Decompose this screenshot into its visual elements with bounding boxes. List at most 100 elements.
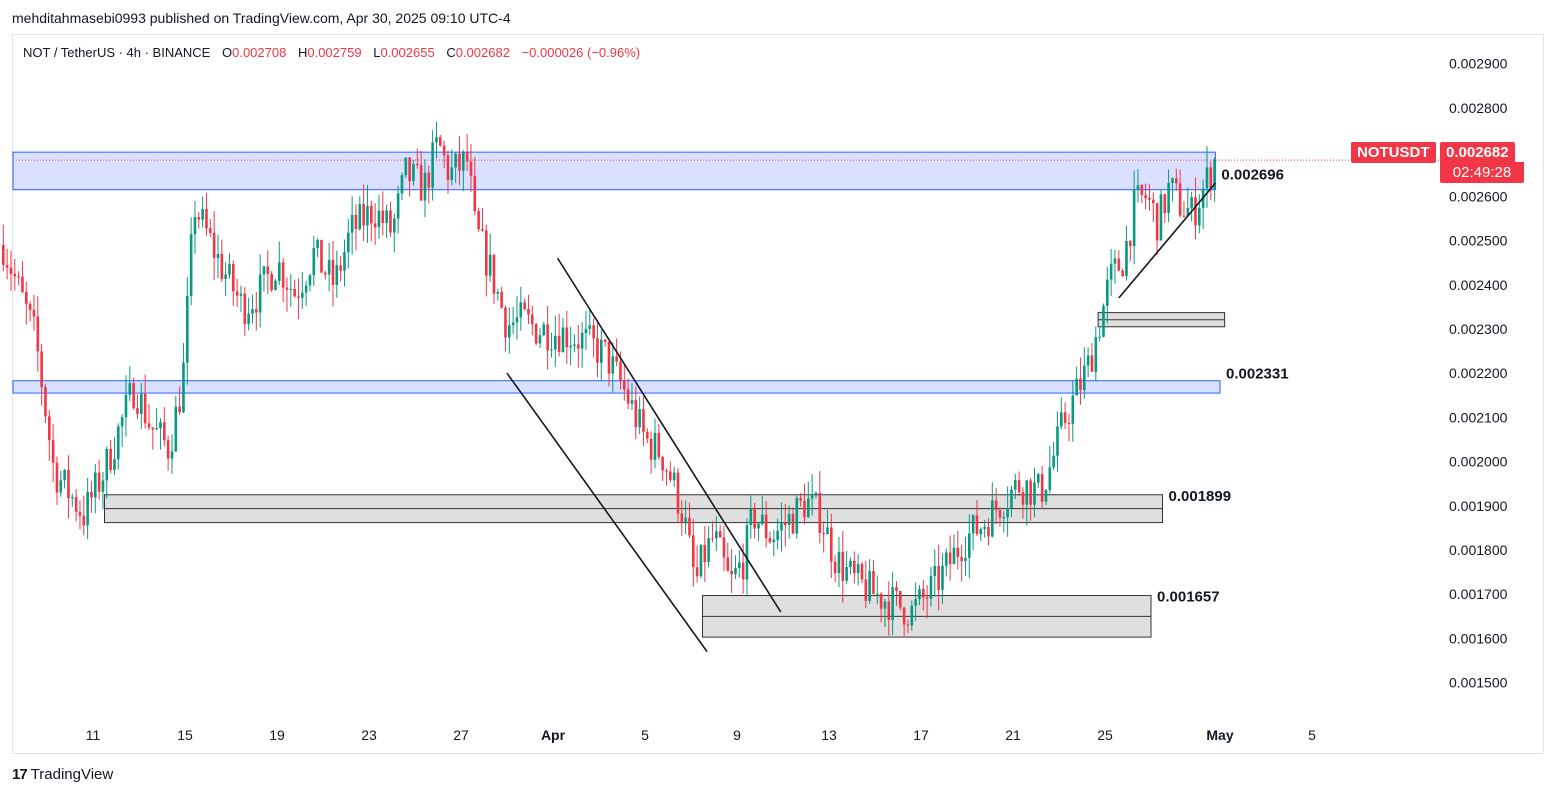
x-tick-label: 15 (177, 727, 193, 743)
candle-down (293, 288, 296, 297)
x-tick-label: May (1206, 727, 1233, 743)
candle-countdown: 02:49:28 (1440, 162, 1524, 183)
candle-down (864, 579, 868, 601)
candle-down (1148, 198, 1151, 200)
candle-down (726, 557, 730, 571)
candle-down (465, 152, 469, 162)
candle-down (818, 492, 822, 533)
candle-up (113, 459, 116, 471)
candle-up (155, 428, 158, 430)
candle-up (301, 292, 304, 298)
candle-up (734, 567, 737, 575)
candle-up (684, 517, 687, 524)
candle-down (55, 462, 59, 493)
candle-up (1198, 207, 1201, 226)
candle-down (485, 230, 488, 276)
candle-up (910, 605, 914, 626)
candle-down (872, 571, 875, 595)
candle-down (458, 153, 461, 171)
candle-down (565, 327, 569, 348)
candle-down (603, 339, 607, 342)
candle-down (354, 214, 358, 230)
candle-down (481, 229, 484, 231)
candle-down (235, 291, 239, 296)
candle-down (615, 356, 618, 362)
candle-down (1067, 422, 1071, 424)
candle-down (730, 570, 733, 575)
candle-up (952, 547, 956, 565)
candle-down (477, 211, 480, 230)
candle-up (991, 500, 994, 537)
candle-up (941, 565, 944, 590)
candle-up (653, 432, 657, 460)
candle-down (987, 526, 990, 537)
candle-down (895, 587, 898, 591)
candle-down (9, 267, 13, 274)
candle-up (787, 513, 791, 525)
candle-up (856, 564, 860, 574)
zone-level-label: 0.002696 (1221, 167, 1284, 184)
high-value: 0.002759 (307, 45, 362, 60)
candle-down (32, 310, 36, 317)
candle-up (845, 567, 848, 581)
candle-down (657, 432, 661, 457)
candle-down (178, 406, 181, 413)
candle-down (285, 287, 289, 290)
candle-up (312, 247, 316, 276)
candle-down (741, 562, 745, 580)
candle-down (531, 314, 534, 325)
trend-line (1118, 182, 1217, 299)
candle-up (638, 409, 641, 428)
candle-up (749, 508, 753, 526)
candle-down (469, 161, 473, 176)
candle-up (1106, 279, 1109, 306)
candle-down (166, 440, 170, 459)
candle-down (661, 456, 664, 471)
candle-up (86, 492, 89, 526)
candle-down (642, 409, 645, 432)
candle-down (994, 500, 998, 511)
candle-down (255, 309, 258, 313)
candle-down (74, 497, 78, 512)
candle-up (1109, 263, 1113, 280)
candle-down (680, 513, 684, 524)
x-tick-label: 5 (1308, 727, 1316, 743)
candle-down (592, 325, 595, 339)
candle-down (1182, 215, 1186, 217)
candle-up (933, 565, 937, 576)
candle-down (711, 538, 714, 540)
candle-down (439, 137, 442, 146)
candle-up (964, 557, 967, 562)
candle-down (36, 316, 40, 352)
candle-up (1075, 378, 1078, 396)
candle-down (853, 560, 856, 574)
candle-up (396, 193, 400, 219)
x-tick-label: Apr (541, 727, 566, 743)
candle-down (1079, 378, 1082, 391)
candle-up (807, 498, 810, 518)
candle-down (764, 514, 768, 539)
candle-up (224, 274, 227, 280)
footer-brand[interactable]: 17 TradingView (12, 766, 113, 783)
chart-frame[interactable] (12, 34, 1544, 754)
candle-up (393, 218, 396, 233)
candle-up (876, 593, 879, 595)
candle-down (40, 351, 43, 388)
ticker-tag: NOTUSDT (1351, 142, 1436, 163)
candle-down (768, 538, 772, 543)
candle-up (404, 157, 408, 176)
candle-down (97, 472, 101, 492)
candle-down (44, 387, 47, 417)
candle-up (120, 417, 124, 427)
symbol-label[interactable]: NOT / TetherUS · 4h · BINANCE (23, 45, 211, 60)
candle-down (13, 273, 17, 277)
candle-down (21, 276, 24, 292)
candle-up (611, 356, 615, 374)
candle-up (101, 480, 105, 492)
candle-down (718, 531, 722, 538)
candle-up (837, 551, 841, 574)
candle-down (649, 438, 653, 460)
y-tick-label: 0.002100 (1449, 409, 1508, 425)
tradingview-logo-icon: 17 (12, 766, 28, 783)
